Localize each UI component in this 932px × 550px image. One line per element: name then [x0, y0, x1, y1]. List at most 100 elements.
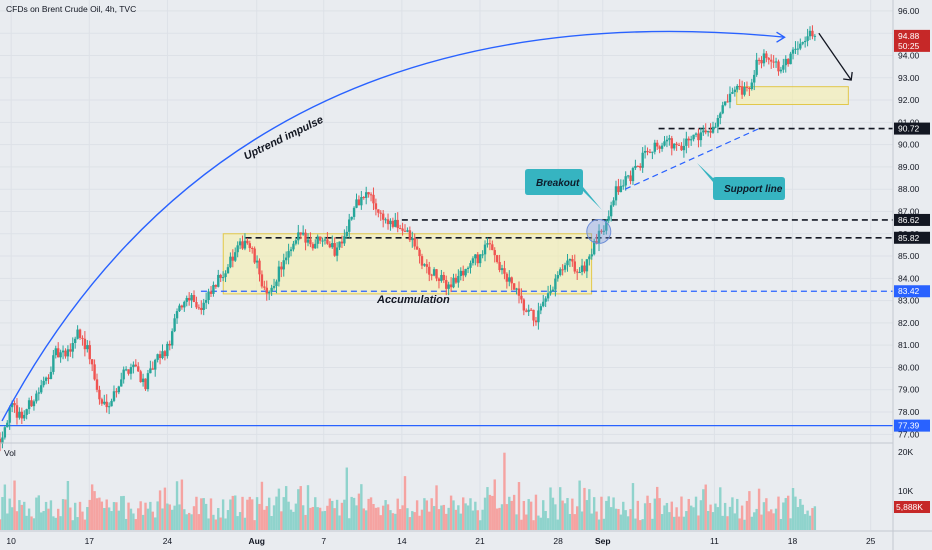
volume-bar [488, 494, 492, 530]
volume-bar [442, 504, 446, 530]
volume-bar [556, 519, 559, 530]
candle-body [345, 231, 349, 237]
candle-body [23, 414, 26, 419]
volume-bar [190, 514, 193, 530]
candle-body [183, 301, 186, 308]
volume-bar [602, 518, 606, 530]
volume-bar [365, 510, 368, 530]
candle-body [571, 259, 574, 262]
volume-bars [0, 452, 817, 530]
candle-body [512, 283, 516, 290]
candle-body [799, 43, 802, 49]
volume-bar [454, 509, 458, 530]
volume-bar [791, 487, 795, 530]
volume-bar [704, 484, 707, 530]
candle-body [25, 409, 28, 415]
volume-bar [554, 504, 557, 530]
candle-body [488, 243, 492, 245]
volume-bar [318, 507, 322, 530]
volume-bar [348, 518, 351, 530]
volume-bar [471, 510, 475, 530]
candle-body [529, 309, 533, 311]
volume-bar [529, 501, 533, 530]
candle-body [706, 130, 710, 133]
volume-bar [61, 499, 65, 530]
candle-body [697, 133, 700, 141]
candle-body [457, 276, 460, 283]
volume-bar [546, 518, 550, 530]
candle-body [709, 130, 712, 133]
volume-bar [750, 516, 754, 530]
volume-bar [345, 467, 349, 530]
volume-bar [161, 508, 164, 530]
candle-body [348, 219, 351, 232]
volume-bar [3, 484, 7, 530]
candle-body [486, 243, 489, 245]
volume-bar [428, 511, 431, 530]
volume-bar [151, 511, 154, 530]
time-axis[interactable]: 10 17 24 Aug 7 14 21 28 Sep 11 18 25 [6, 536, 875, 546]
candle-body [389, 220, 392, 225]
candle-body [316, 236, 319, 244]
candle-body [139, 371, 142, 383]
candle-body [723, 101, 727, 106]
price-tick-label: 90.00 [898, 140, 920, 150]
candle-body [432, 269, 436, 276]
candle-body [0, 438, 2, 444]
volume-bar [534, 494, 538, 530]
volume-bar [440, 505, 443, 530]
candle-body [592, 240, 596, 255]
candle-body [98, 389, 101, 400]
candle-body [120, 379, 123, 387]
volume-bar [789, 518, 792, 530]
volume-bar [248, 496, 251, 530]
volume-bar [187, 512, 191, 530]
candle-body [146, 373, 150, 390]
candle-body [42, 380, 45, 386]
candle-body [454, 277, 458, 283]
volume-bar [297, 489, 300, 530]
candle-body [762, 53, 766, 64]
price-tick-label: 82.00 [898, 318, 920, 328]
candle-body [702, 130, 705, 133]
candle-body [187, 297, 191, 301]
candle-body [692, 134, 695, 140]
candle-body [260, 274, 264, 287]
candle-body [195, 302, 198, 308]
candle-body [386, 219, 390, 225]
candle-body [636, 165, 640, 167]
volume-bar [32, 518, 36, 530]
volume-bar [253, 520, 256, 530]
volume-bar [195, 496, 198, 530]
candle-body [275, 281, 278, 287]
volume-bar [457, 505, 460, 530]
volume-bar [403, 476, 407, 530]
candle-body [236, 245, 239, 253]
volume-bar [0, 519, 2, 530]
candle-body [258, 260, 261, 275]
candle-body [331, 243, 334, 248]
volume-bar [277, 488, 281, 530]
candle-body [280, 266, 283, 270]
volume-bar [374, 507, 378, 530]
candle-body [481, 254, 484, 256]
candle-body [57, 348, 60, 358]
candle-body [699, 132, 703, 141]
last-price-tag [894, 29, 930, 52]
candle-body [614, 186, 618, 201]
candle-body [318, 236, 322, 241]
candle-body [61, 350, 65, 353]
volume-bar [30, 516, 33, 530]
candle-body [750, 82, 754, 90]
volume-bar [27, 508, 31, 530]
volume-axis[interactable]: 20K 10K [898, 447, 913, 496]
volume-bar [595, 511, 598, 530]
volume-bar [243, 517, 247, 530]
price-tick-label: 78.00 [898, 407, 920, 417]
candle-body [663, 141, 666, 146]
candle-body [651, 151, 654, 153]
candle-body [367, 192, 370, 195]
candle-body [675, 143, 678, 145]
candle-body [173, 318, 176, 332]
